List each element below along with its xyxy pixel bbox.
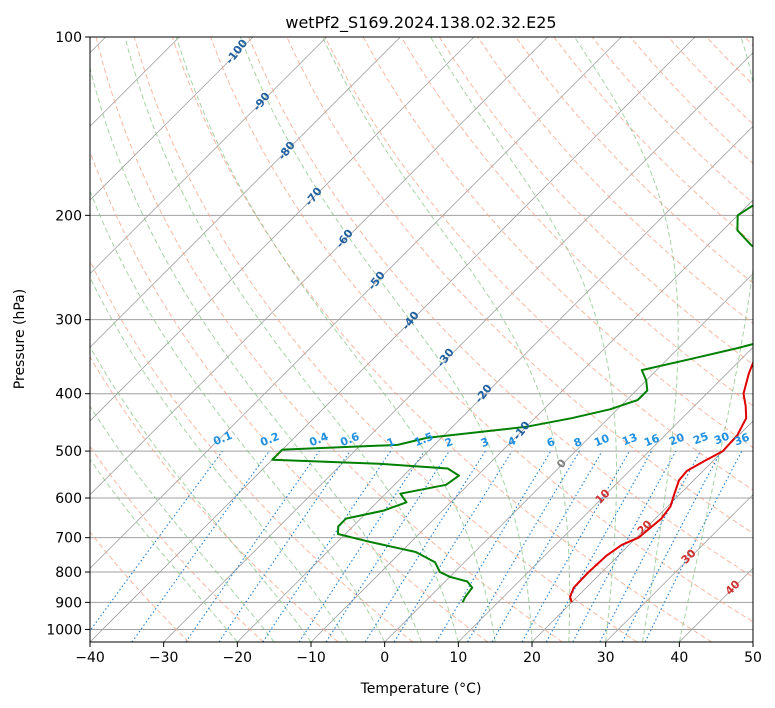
y-tick-label: 700: [55, 531, 82, 547]
moist-adiabat-line: [124, 37, 459, 642]
x-tick-label: −10: [296, 650, 326, 666]
y-tick-label: 500: [55, 444, 82, 460]
dry-adiabat-line: [90, 531, 190, 642]
y-tick-label: 800: [55, 565, 82, 581]
x-tick-label: 50: [744, 650, 762, 666]
moist-adiabat-line: [90, 405, 275, 642]
mixing-ratio-line: [545, 450, 653, 642]
moist-adiabat-line: [90, 276, 349, 642]
isotherm-line: [90, 37, 548, 496]
x-tick-label: 40: [670, 650, 688, 666]
x-tick-label: −40: [75, 650, 105, 666]
background-lines: [90, 37, 753, 642]
dry-adiabat-line: [324, 37, 753, 491]
dry-adiabat-line: [515, 37, 753, 284]
isotherm-line: [90, 37, 254, 201]
x-tick-label: 30: [597, 650, 615, 666]
x-tick-label: 0: [380, 650, 389, 666]
moist-adiabat-line: [90, 65, 422, 642]
moist-adiabat-line: [322, 37, 571, 642]
dry-adiabat-line: [171, 37, 712, 642]
moist-adiabat-line: [90, 345, 312, 642]
y-tick-label: 100: [55, 30, 82, 46]
y-tick-label: 300: [55, 313, 82, 329]
x-axis-label: Temperature (°C): [360, 681, 482, 697]
moist-adiabat-line: [678, 37, 753, 642]
mixing-ratio-label: 1: [385, 435, 397, 450]
dry-adiabat-line: [95, 37, 563, 642]
moist-adiabat-line: [574, 37, 679, 642]
y-axis-label: Pressure (hPa): [12, 289, 28, 389]
dry-adiabat-line: [438, 37, 753, 366]
dewpoint-profile-line: [271, 204, 753, 603]
isotherm-line: [237, 125, 753, 642]
mixing-ratio-label: 13: [620, 431, 639, 449]
y-tick-label: 400: [55, 387, 82, 403]
mixing-ratio-line: [185, 450, 320, 642]
y-tick-label: 600: [55, 491, 82, 507]
isotherm-line: [384, 273, 753, 642]
mixing-ratio-label: 8: [572, 435, 584, 450]
dry-adiabat-line: [90, 445, 264, 642]
isotherm-line: [163, 52, 753, 642]
mixing-ratio-label: 10: [592, 432, 611, 450]
isotherm-line: [458, 346, 753, 642]
dry-adiabat-line: [90, 259, 414, 642]
isotherm-line: [90, 37, 475, 422]
isotherm-line: [90, 37, 401, 348]
x-tick-label: −30: [149, 650, 179, 666]
mixing-ratio-label: 20: [667, 431, 686, 449]
mixing-ratio-line: [298, 450, 425, 642]
mixing-ratio-line: [644, 450, 743, 642]
x-tick-label: 20: [523, 650, 541, 666]
mixing-ratio-label: 3: [479, 435, 491, 450]
mixing-ratio-label: 36: [732, 431, 751, 449]
mixing-ratio-label: 30: [712, 430, 731, 448]
y-tick-label: 900: [55, 595, 82, 611]
y-tick-label: 1000: [46, 622, 82, 638]
x-axis: −40 −30 −20 −10 0 10 20 30 40 50: [75, 642, 762, 666]
dry-adiabat-line: [210, 37, 753, 623]
x-tick-label: 10: [449, 650, 467, 666]
chart-title: wetPf2_S169.2024.138.02.32.E25: [285, 13, 556, 33]
isotherm-line: [90, 37, 327, 275]
dry-adiabat-line: [90, 356, 339, 642]
dry-adiabat-line: [90, 150, 488, 642]
mixing-ratio-label: 25: [691, 430, 710, 448]
mixing-ratio-line: [521, 450, 630, 642]
isotherm-line: [90, 37, 622, 569]
temperature-profile-line: [569, 360, 753, 603]
moist-adiabat-line: [90, 458, 238, 642]
y-axis: 100 200 300 400 500 600 700 800 900 1000: [46, 30, 90, 638]
mixing-ratio-label: 16: [642, 432, 661, 450]
mixing-ratio-line: [572, 450, 677, 642]
mixing-ratio-line: [262, 450, 392, 642]
profile-lines: [271, 204, 753, 603]
mixing-ratio-label: 2: [443, 435, 455, 450]
mixing-ratio-line: [131, 450, 270, 642]
dry-adiabat-line: [133, 37, 638, 642]
moist-adiabat-line: [430, 37, 617, 642]
y-tick-label: 200: [55, 208, 82, 224]
mixing-ratio-line: [325, 450, 450, 642]
moist-adiabat-line: [239, 37, 533, 642]
mixing-ratio-line: [393, 450, 513, 642]
mixing-ratio-line: [218, 450, 351, 642]
moist-adiabat-line: [90, 189, 386, 642]
mixing-ratio-line: [90, 450, 223, 632]
x-tick-label: −20: [223, 650, 253, 666]
dry-adiabat-line: [400, 37, 753, 407]
moist-adiabat-line: [175, 37, 496, 642]
plot-frame: [89, 36, 754, 643]
dry-adiabat-line: [248, 37, 753, 578]
isotherm-line: [605, 494, 753, 642]
